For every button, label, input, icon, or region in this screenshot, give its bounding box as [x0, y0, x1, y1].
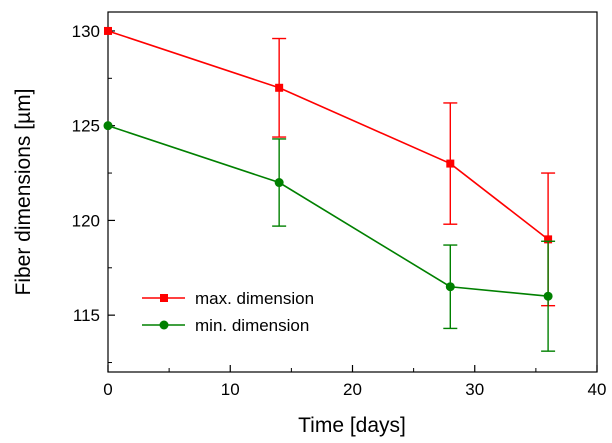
- series-min-dimension: [103, 121, 556, 352]
- legend-marker-max: [160, 294, 168, 302]
- series-max-dimension: [104, 26, 556, 307]
- plot-frame: [107, 11, 598, 373]
- y-tick-label: 130: [72, 22, 100, 41]
- legend: max. dimension min. dimension: [142, 289, 314, 335]
- legend-label-max: max. dimension: [195, 289, 314, 308]
- data-point: [274, 178, 284, 188]
- y-tick-label: 125: [72, 117, 100, 136]
- x-tick-label: 30: [465, 380, 484, 399]
- data-point: [543, 291, 553, 301]
- y-axis-label: Fiber dimensions [µm]: [12, 89, 35, 296]
- legend-marker-min: [159, 320, 169, 330]
- legend-label-min: min. dimension: [195, 316, 309, 335]
- x-tick-label: 20: [343, 380, 362, 399]
- x-tick-label: 0: [103, 380, 112, 399]
- data-point: [103, 121, 113, 131]
- x-tick-label: 40: [588, 380, 607, 399]
- data-point: [275, 83, 284, 92]
- x-tick-label: 10: [221, 380, 240, 399]
- x-axis-label: Time [days]: [298, 414, 406, 437]
- series-line: [107, 124, 549, 298]
- y-tick-label: 120: [72, 211, 100, 230]
- data-point: [445, 282, 455, 292]
- y-tick-label: 115: [73, 306, 100, 325]
- data-point: [446, 159, 455, 168]
- data-point: [544, 235, 553, 244]
- data-point: [104, 26, 112, 35]
- series-line: [107, 30, 549, 241]
